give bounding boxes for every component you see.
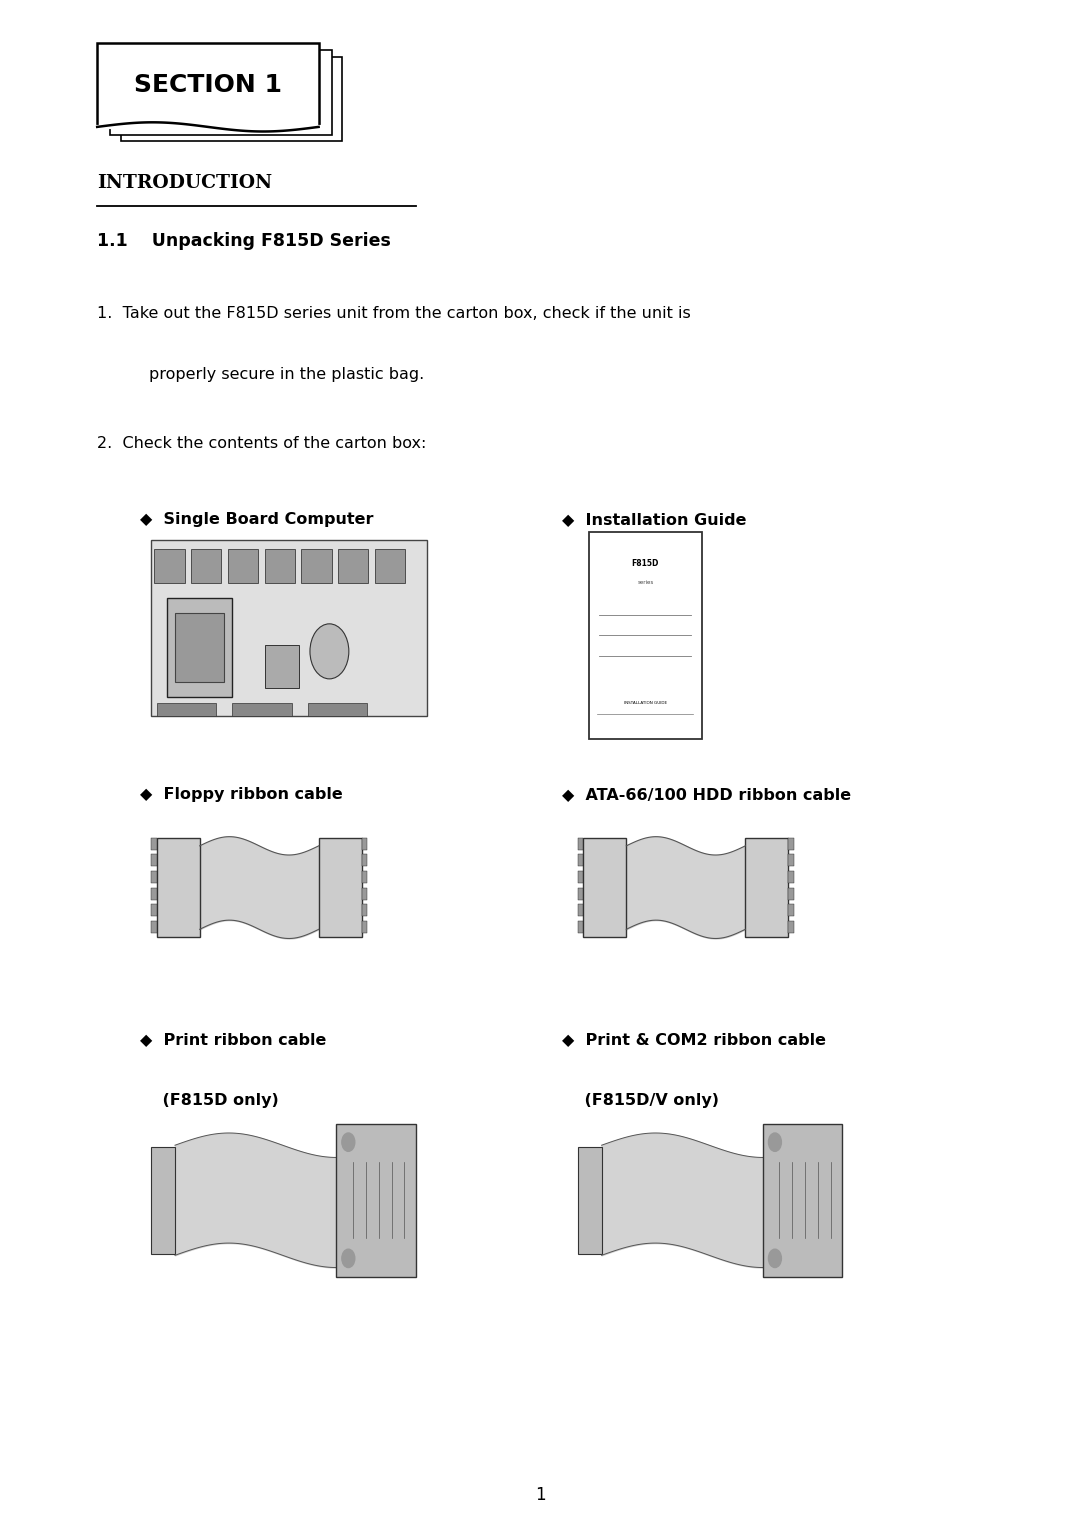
Text: INSTALLATION GUIDE: INSTALLATION GUIDE bbox=[624, 702, 666, 705]
Bar bbox=[578, 920, 583, 933]
Circle shape bbox=[342, 1133, 355, 1151]
Bar bbox=[157, 703, 216, 716]
Bar bbox=[375, 549, 405, 583]
Text: F815D: F815D bbox=[632, 560, 659, 567]
Circle shape bbox=[769, 1133, 782, 1151]
Bar bbox=[319, 838, 362, 937]
Bar bbox=[578, 872, 583, 884]
Circle shape bbox=[310, 624, 349, 679]
Bar bbox=[110, 50, 332, 135]
Text: ◆  Floppy ribbon cable: ◆ Floppy ribbon cable bbox=[140, 787, 343, 803]
Text: ◆  Print ribbon cable: ◆ Print ribbon cable bbox=[140, 1032, 327, 1047]
Text: ◆  Single Board Computer: ◆ Single Board Computer bbox=[140, 512, 374, 528]
Bar bbox=[788, 920, 794, 933]
Text: (F815D only): (F815D only) bbox=[140, 1093, 279, 1109]
Bar bbox=[762, 1124, 842, 1277]
Text: series: series bbox=[637, 579, 653, 584]
Text: SECTION 1: SECTION 1 bbox=[134, 73, 282, 96]
Bar bbox=[228, 549, 258, 583]
Bar bbox=[338, 549, 368, 583]
Bar bbox=[191, 549, 221, 583]
Bar bbox=[151, 540, 427, 716]
Bar bbox=[265, 549, 295, 583]
Bar bbox=[788, 838, 794, 850]
Bar bbox=[788, 887, 794, 899]
Bar bbox=[578, 855, 583, 867]
Bar bbox=[362, 904, 367, 916]
Bar bbox=[151, 872, 157, 884]
Bar bbox=[337, 1124, 416, 1277]
Bar bbox=[362, 887, 367, 899]
Bar bbox=[151, 855, 157, 867]
Text: 2.  Check the contents of the carton box:: 2. Check the contents of the carton box: bbox=[97, 436, 427, 451]
Bar bbox=[308, 703, 367, 716]
Bar bbox=[151, 838, 157, 850]
Text: 1.  Take out the F815D series unit from the carton box, check if the unit is: 1. Take out the F815D series unit from t… bbox=[97, 306, 691, 321]
Bar bbox=[121, 57, 342, 141]
Bar bbox=[362, 920, 367, 933]
Text: ◆  Print & COM2 ribbon cable: ◆ Print & COM2 ribbon cable bbox=[562, 1032, 825, 1047]
Text: 1.1    Unpacking F815D Series: 1.1 Unpacking F815D Series bbox=[97, 232, 391, 251]
Bar bbox=[788, 872, 794, 884]
Bar bbox=[167, 598, 232, 697]
Bar bbox=[265, 645, 299, 688]
Bar bbox=[745, 838, 788, 937]
Bar bbox=[154, 549, 185, 583]
Bar bbox=[301, 549, 332, 583]
Bar bbox=[151, 920, 157, 933]
Bar bbox=[578, 887, 583, 899]
Text: ◆  Installation Guide: ◆ Installation Guide bbox=[562, 512, 746, 528]
Bar bbox=[151, 904, 157, 916]
Bar bbox=[583, 838, 626, 937]
Bar bbox=[232, 703, 292, 716]
Bar bbox=[97, 43, 319, 127]
Bar bbox=[175, 613, 224, 682]
Text: INTRODUCTION: INTRODUCTION bbox=[97, 174, 272, 193]
Bar bbox=[788, 855, 794, 867]
Bar bbox=[362, 855, 367, 867]
Bar bbox=[589, 532, 702, 739]
Text: properly secure in the plastic bag.: properly secure in the plastic bag. bbox=[149, 367, 424, 382]
Circle shape bbox=[769, 1249, 782, 1268]
Bar bbox=[362, 838, 367, 850]
Bar bbox=[362, 872, 367, 884]
Bar bbox=[151, 887, 157, 899]
Text: (F815D/V only): (F815D/V only) bbox=[562, 1093, 718, 1109]
Bar bbox=[578, 838, 583, 850]
Bar bbox=[151, 1147, 175, 1254]
Bar bbox=[157, 838, 200, 937]
Bar bbox=[578, 1147, 602, 1254]
Bar bbox=[578, 904, 583, 916]
Bar bbox=[788, 904, 794, 916]
Text: ◆  ATA-66/100 HDD ribbon cable: ◆ ATA-66/100 HDD ribbon cable bbox=[562, 787, 851, 803]
Circle shape bbox=[342, 1249, 355, 1268]
Text: 1: 1 bbox=[535, 1486, 545, 1505]
